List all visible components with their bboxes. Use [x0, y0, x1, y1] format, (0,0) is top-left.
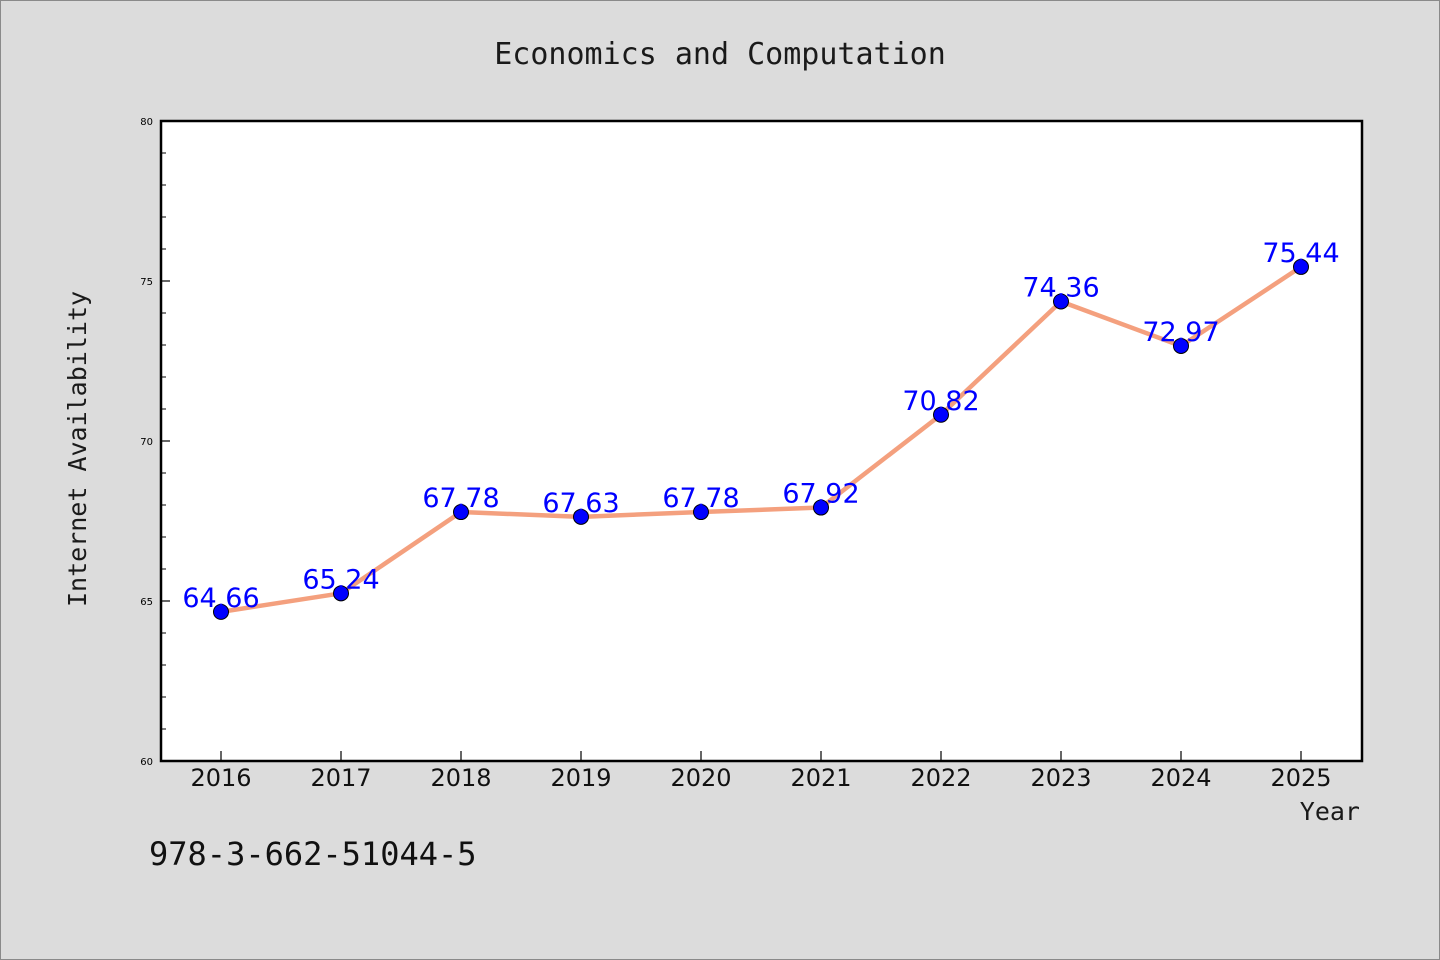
data-points — [213, 258, 1309, 620]
data-label: 67.92 — [782, 479, 859, 510]
data-point — [1173, 337, 1189, 354]
data-point — [933, 406, 949, 423]
x-tick-label: 2022 — [910, 764, 971, 792]
data-point — [1053, 293, 1069, 310]
data-point — [573, 508, 589, 525]
data-point — [333, 585, 349, 602]
data-label: 65.24 — [302, 564, 379, 595]
data-label: 70.82 — [902, 386, 979, 417]
data-label: 67.78 — [422, 483, 499, 514]
x-tick-label: 2023 — [1030, 764, 1091, 792]
data-point — [1293, 258, 1309, 275]
y-tick-label: 70 — [140, 437, 153, 448]
data-point — [693, 504, 709, 521]
data-label: 72.97 — [1142, 317, 1219, 348]
data-point — [453, 504, 469, 521]
y-tick-label: 80 — [140, 117, 153, 128]
x-tick-label: 2021 — [790, 764, 851, 792]
data-labels: 64.66 65.24 67.78 67.63 67.78 67.92 70.82 74.36… — [182, 238, 1339, 614]
x-tick-label: 2020 — [670, 764, 731, 792]
series-line — [218, 264, 1304, 615]
data-point — [213, 603, 229, 620]
isbn-annotation: 978-3-662-51044-5 — [149, 835, 477, 873]
x-tick-label: 2017 — [310, 764, 371, 792]
x-axis: 2016 2017 2018 2019 2020 2021 2022 2023 2024 2025 — [190, 751, 1332, 792]
x-tick-label: 2024 — [1150, 764, 1211, 792]
y-tick-label: 60 — [140, 757, 153, 768]
plot-area — [161, 121, 1362, 761]
x-tick-label: 2025 — [1270, 764, 1331, 792]
y-tick-label: 65 — [140, 597, 153, 608]
chart-title: Economics and Computation — [494, 37, 946, 72]
y-axis-label: Internet Availability — [63, 291, 92, 607]
data-label: 67.63 — [542, 488, 619, 519]
x-tick-label: 2016 — [190, 764, 251, 792]
data-point — [813, 499, 829, 516]
x-tick-label: 2018 — [430, 764, 491, 792]
data-label: 64.66 — [182, 583, 259, 614]
data-label: 75.44 — [1262, 238, 1339, 269]
plot-border — [159, 119, 1364, 763]
data-label: 74.36 — [1022, 272, 1099, 303]
data-label: 67.78 — [662, 483, 739, 514]
x-axis-label: Year — [1300, 797, 1360, 826]
y-tick-label: 75 — [140, 277, 153, 288]
x-tick-label: 2019 — [550, 764, 611, 792]
